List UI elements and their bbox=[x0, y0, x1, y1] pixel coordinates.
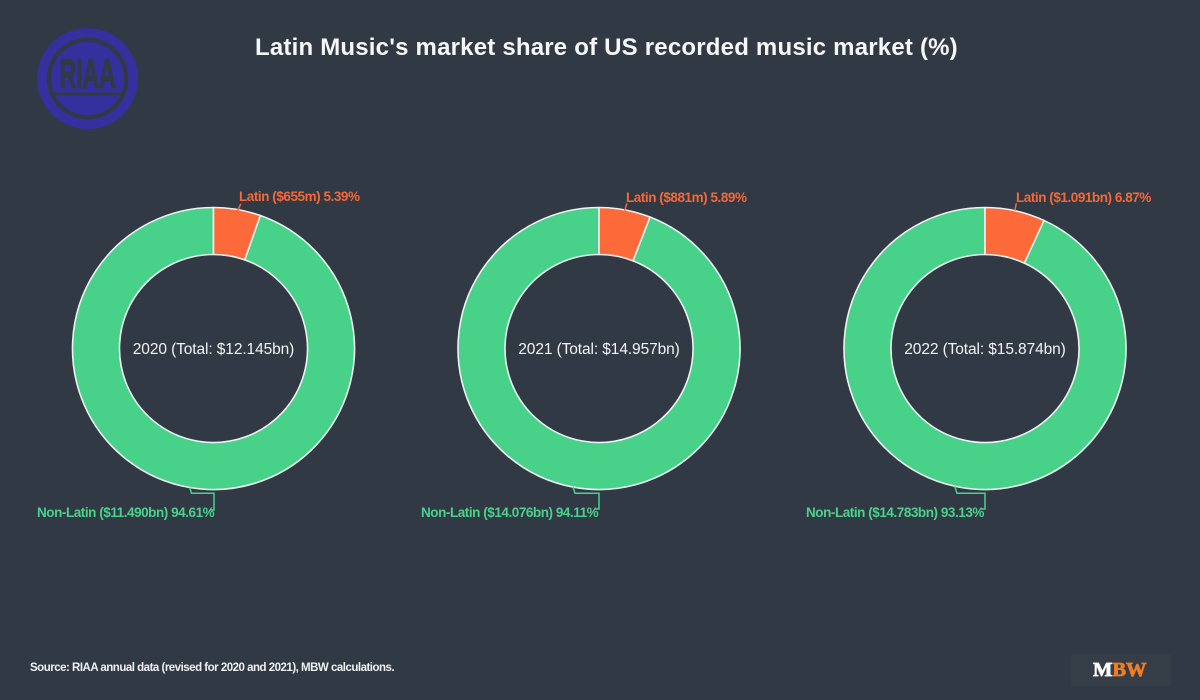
svg-text:RIAA: RIAA bbox=[60, 51, 116, 97]
